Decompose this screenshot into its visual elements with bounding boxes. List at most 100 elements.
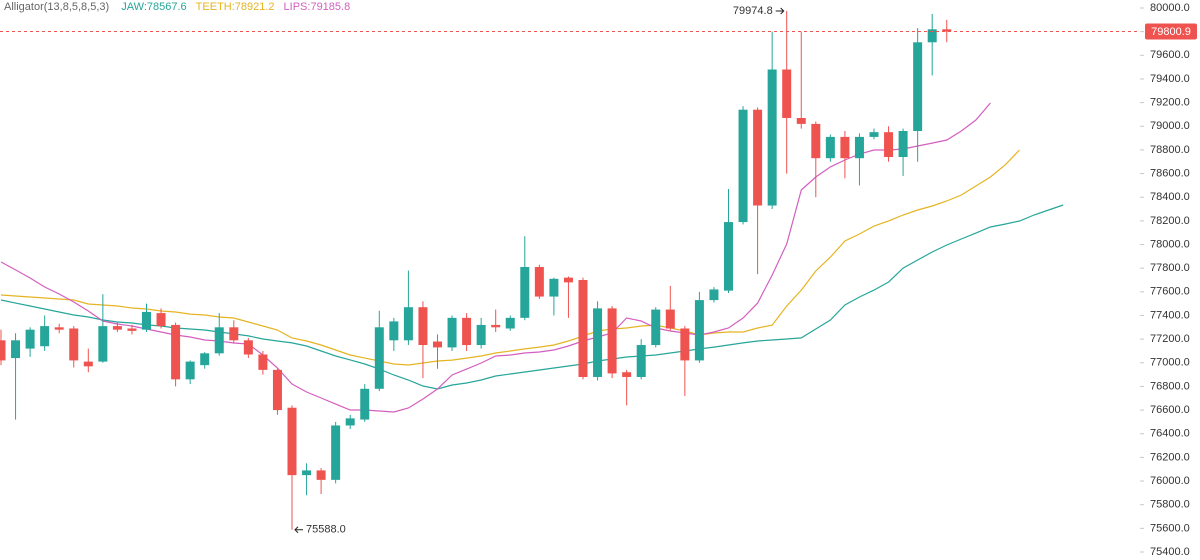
y-tick-label: 77800.0 [1150, 262, 1190, 274]
indicator-line [0, 204, 1064, 390]
candle-body [884, 132, 894, 158]
candle-body [302, 470, 312, 476]
candle-body [272, 369, 282, 411]
candle-body [593, 308, 603, 377]
candle-body [796, 117, 806, 124]
candle-body [433, 341, 442, 348]
candle-body [69, 328, 79, 361]
candle-body [258, 354, 268, 370]
y-tick-label: 75800.0 [1150, 499, 1190, 511]
candle-body [0, 340, 6, 361]
candle-body [11, 340, 21, 359]
candle-body [403, 307, 413, 341]
high-arrow [775, 7, 785, 15]
y-tick-label: 76800.0 [1150, 380, 1190, 392]
y-tick-label: 80000.0 [1150, 2, 1190, 14]
candle-body [374, 327, 384, 389]
y-tick-label: 75600.0 [1150, 522, 1190, 534]
y-tick-label: 79400.0 [1150, 73, 1190, 85]
candle-body [316, 470, 326, 480]
y-tick-label: 79600.0 [1150, 49, 1190, 61]
candle-body [942, 29, 952, 32]
candle-body [665, 309, 675, 329]
candle-body [360, 388, 370, 420]
candle-body [112, 326, 122, 330]
candle-body [25, 329, 35, 349]
candle-body [40, 326, 50, 347]
candle-body [913, 42, 923, 131]
legend-entry: JAW:78567.6 [121, 1, 187, 13]
candle-body [927, 29, 937, 43]
candle-body [127, 328, 137, 331]
candle-body [345, 418, 355, 426]
candle-body [476, 324, 486, 346]
y-tick-label: 77000.0 [1150, 357, 1190, 369]
candle-body [825, 136, 835, 159]
candle-body [680, 328, 690, 361]
candle-body [200, 353, 210, 366]
candle-body [694, 300, 704, 361]
candle-body [229, 327, 239, 341]
y-tick-label: 78200.0 [1150, 215, 1190, 227]
candle-body [898, 130, 908, 158]
indicator-line [0, 102, 991, 413]
candle-body [651, 309, 661, 346]
candle-body [549, 278, 559, 297]
y-tick-label: 78400.0 [1150, 191, 1190, 203]
candle-body [447, 317, 457, 348]
candle-body [389, 321, 399, 341]
candle-body [505, 317, 515, 329]
candle-body [767, 69, 777, 206]
legend-entry: TEETH:78921.2 [195, 1, 275, 13]
candle-body [54, 327, 64, 330]
candle-body [782, 69, 792, 118]
candle-body [636, 345, 646, 377]
y-tick-label: 77200.0 [1150, 333, 1190, 345]
y-tick-label: 76600.0 [1150, 404, 1190, 416]
y-tick-label: 79000.0 [1150, 120, 1190, 132]
candle-body [578, 280, 588, 377]
legend: Alligator(13,8,5,8,5,3) JAW:78567.6 TEETH… [4, 1, 359, 13]
candle-body [869, 132, 879, 137]
candle-body [534, 266, 544, 297]
candle-body [98, 326, 108, 362]
candle-body [287, 407, 297, 476]
candle-body [520, 266, 530, 318]
candle-body [840, 136, 850, 159]
low-arrow [294, 526, 303, 534]
plot-area [0, 10, 1140, 530]
y-tick-label: 77400.0 [1150, 309, 1190, 321]
candle-body [854, 136, 864, 159]
candle-body [331, 425, 341, 480]
candle-body [83, 361, 93, 367]
y-tick-label: 76000.0 [1150, 475, 1190, 487]
y-tick-label: 75400.0 [1150, 546, 1190, 558]
candle-body [607, 308, 617, 374]
y-tick-label: 77600.0 [1150, 286, 1190, 298]
y-tick-label: 78000.0 [1150, 238, 1190, 250]
indicator-line [0, 149, 1020, 366]
candle-body [491, 324, 501, 328]
y-tick-label: 76400.0 [1150, 428, 1190, 440]
candle-body [171, 324, 181, 380]
current-price-label: 79800.9 [1151, 26, 1191, 38]
candle-body [185, 361, 195, 380]
y-axis: 75400.0 75600.0 75800.0 76000.0 76200.0 76400… [1140, 2, 1197, 558]
y-tick-label: 78800.0 [1150, 144, 1190, 156]
candle-body [418, 307, 428, 346]
candle-body [214, 327, 224, 354]
low-label: 75588.0 [306, 524, 346, 536]
candle-body [753, 109, 763, 206]
candle-body [738, 109, 748, 223]
high-label: 79974.8 [733, 5, 773, 17]
legend-entry: LIPS:79185.8 [283, 1, 351, 13]
y-tick-label: 79200.0 [1150, 97, 1190, 109]
y-tick-label: 76200.0 [1150, 451, 1190, 463]
candle-body [622, 372, 632, 377]
current-price-box [1145, 23, 1197, 40]
indicator-title: Alligator(13,8,5,8,5,3) [4, 1, 110, 13]
candle-body [724, 222, 733, 291]
candle-body [156, 313, 166, 327]
